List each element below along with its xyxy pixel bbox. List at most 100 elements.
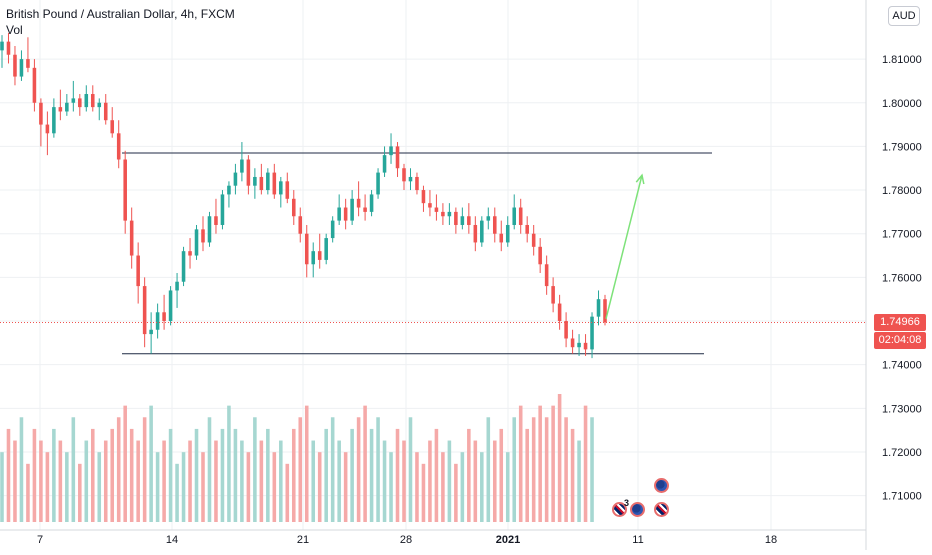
y-tick-label: 1.78000 <box>882 185 922 197</box>
volume-bar <box>26 463 30 522</box>
volume-bar <box>19 417 24 522</box>
volume-bar <box>136 440 140 522</box>
volume-bar <box>583 405 588 522</box>
volume-bar <box>58 440 63 522</box>
y-tick-label: 1.74000 <box>882 360 922 372</box>
y-tick-label: 1.79000 <box>882 141 922 153</box>
candle-body <box>116 133 121 160</box>
candle-body <box>551 286 555 304</box>
volume-bar <box>421 463 426 522</box>
candle-body <box>71 98 76 103</box>
y-tick-label: 1.76000 <box>882 272 922 284</box>
volume-bar <box>538 405 542 522</box>
candle-body <box>531 233 536 247</box>
volume-bar <box>499 428 504 522</box>
candle-body <box>207 216 212 243</box>
candle-body <box>428 203 432 208</box>
au-flag-icon[interactable] <box>630 502 645 517</box>
candle-body <box>441 211 445 217</box>
volume-bar <box>402 440 406 522</box>
candle-body <box>240 159 244 173</box>
volume-bar <box>480 452 484 522</box>
candle-body <box>544 264 549 287</box>
volume-bar <box>240 440 244 522</box>
volume-bar <box>155 452 160 522</box>
candle-body <box>291 198 296 217</box>
candle-body <box>285 181 290 199</box>
volume-bar <box>492 440 497 522</box>
y-tick-label: 1.73000 <box>882 403 922 415</box>
candle-body <box>492 216 497 234</box>
volume-bar <box>473 440 478 522</box>
volume-bar <box>214 440 218 522</box>
volume-bar <box>505 452 510 522</box>
volume-bar <box>188 440 192 522</box>
au-flag-icon[interactable] <box>654 478 669 493</box>
volume-bar <box>434 428 439 522</box>
x-tick-label: 7 <box>37 534 43 546</box>
candle-body <box>65 102 69 112</box>
candle-body <box>58 107 63 112</box>
candle-body <box>376 172 380 195</box>
candle-body <box>103 102 108 121</box>
candle-body <box>518 207 523 225</box>
candle-body <box>382 155 387 173</box>
volume-bar <box>570 428 575 522</box>
volume-bar <box>544 417 549 522</box>
candle-body <box>201 229 205 243</box>
volume-bar <box>460 452 465 522</box>
candle-body <box>590 316 594 350</box>
uk-flag-icon[interactable] <box>612 502 627 517</box>
volume-bar <box>376 417 380 522</box>
candle-body <box>343 207 348 221</box>
last-price-tag: 1.74966 <box>874 313 926 331</box>
volume-bar <box>298 417 303 522</box>
candle-body <box>454 211 458 225</box>
symbol-title: British Pound / Australian Dollar, 4h, F… <box>6 7 235 21</box>
volume-bar <box>356 417 361 522</box>
candle-body <box>298 216 303 234</box>
candle-body <box>32 67 37 103</box>
candle-body <box>84 94 89 108</box>
candle-body <box>181 251 186 282</box>
currency-button[interactable]: AUD <box>888 6 920 26</box>
volume-bar <box>272 452 277 522</box>
x-tick-label: 14 <box>166 534 178 546</box>
volume-bar <box>454 463 458 522</box>
candle-body <box>363 207 367 212</box>
y-tick-label: 1.72000 <box>882 447 922 459</box>
volume-label: Vol <box>6 23 23 37</box>
candle-body <box>233 172 238 186</box>
candle-body <box>19 59 24 77</box>
candle-body <box>149 329 153 335</box>
volume-bar <box>266 428 270 522</box>
volume-bar <box>90 428 95 522</box>
volume-bar <box>311 440 316 522</box>
volume-bar <box>65 452 69 522</box>
volume-bar <box>233 428 238 522</box>
volume-bar <box>103 440 108 522</box>
volume-bar <box>253 417 257 522</box>
volume-bar <box>395 428 400 522</box>
candle-body <box>583 342 588 350</box>
volume-bar <box>194 428 199 522</box>
candle-body <box>596 299 601 317</box>
candle-body <box>324 238 328 260</box>
volume-bar <box>590 417 594 522</box>
uk-flag-icon[interactable] <box>654 502 669 517</box>
volume-bar <box>71 417 76 522</box>
volume-bar <box>32 428 37 522</box>
volume-bar <box>447 440 452 522</box>
candle-body <box>499 233 504 243</box>
candle-body <box>505 224 510 243</box>
volume-bar <box>518 405 523 522</box>
volume-bar <box>45 452 50 522</box>
candle-body <box>45 124 50 134</box>
volume-bar <box>285 463 290 522</box>
volume-bar <box>564 417 568 522</box>
volume-bar <box>317 452 322 522</box>
candle-body <box>246 159 251 186</box>
candle-body <box>272 172 277 195</box>
